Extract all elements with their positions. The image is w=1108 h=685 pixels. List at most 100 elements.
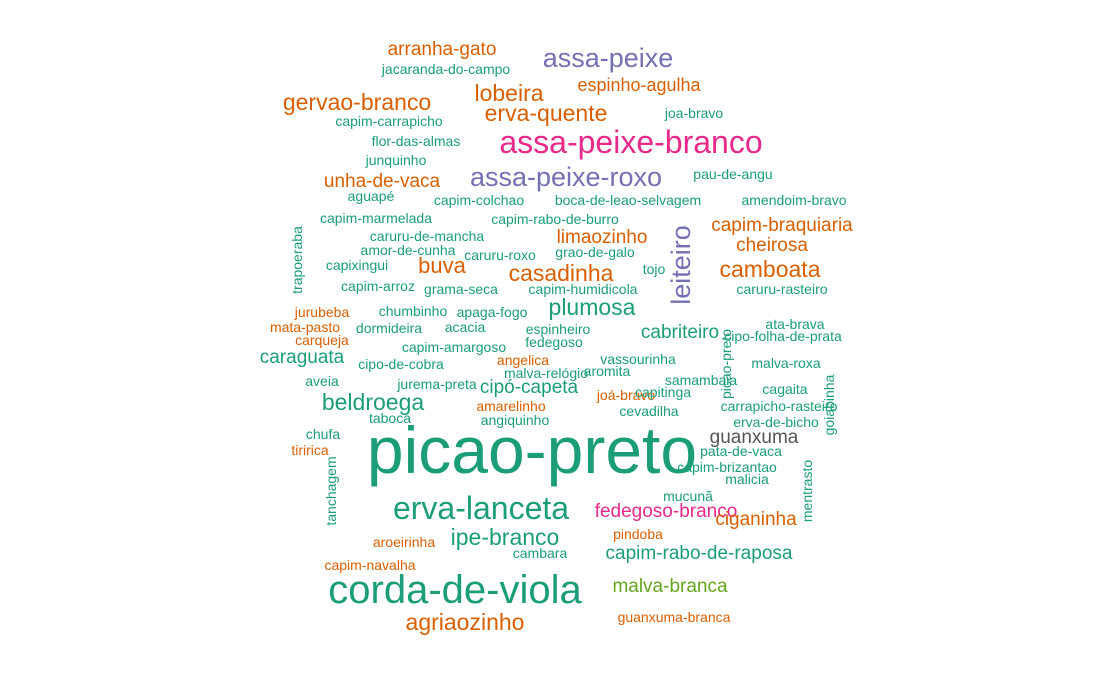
word-70: cevadilha [619,403,678,419]
word-41: apaga-fogo [457,304,528,320]
word-61: samambaia [665,372,738,388]
word-57: malva-roxa [751,355,820,371]
word-85: mucunã [663,488,713,504]
word-73: taboca [369,410,411,426]
word-19: capim-marmelada [320,210,432,226]
word-4: gervao-branco [283,89,431,115]
word-9: assa-peixe-branco [499,124,762,160]
word-91: aroeirinha [373,534,435,550]
word-44: dormideira [356,320,422,336]
word-20: capim-rabo-de-burro [491,211,619,227]
word-48: cabriteiro [641,322,719,343]
word-10: flor-das-almas [372,133,461,149]
word-5: lobeira [474,80,543,106]
word-49: carqueja [295,332,349,348]
word-63: jurema-preta [396,376,477,392]
word-22: trapoeraba [289,226,305,294]
word-8: capim-carrapicho [335,113,443,129]
word-94: capim-navalha [324,557,415,573]
word-38: caruru-rasteiro [736,281,827,297]
word-96: malva-branca [612,576,728,597]
word-86: erva-lanceta [393,490,569,526]
word-68: beldroega [322,389,425,415]
word-12: unha-de-vaca [324,171,441,192]
word-77: picao-preto [367,413,697,487]
word-30: capixingui [326,257,388,273]
word-40: chumbinho [379,303,448,319]
word-36: grama-seca [424,281,498,297]
word-32: casadinha [509,260,614,286]
word-88: ciganinha [715,509,797,530]
word-15: aguapé [348,188,395,204]
word-90: ipe-branco [451,524,560,550]
word-84: tanchagem [323,456,339,525]
word-89: pindoba [613,526,663,542]
word-33: tojo [643,261,666,277]
word-80: pata-de-vaca [700,443,782,459]
word-17: boca-de-leao-selvagem [555,192,701,208]
word-11: junquinho [365,152,427,168]
word-45: acacia [445,319,486,335]
word-2: assa-peixe [543,43,674,73]
word-55: angelica [497,352,549,368]
word-18: amendoim-bravo [741,192,846,208]
word-31: buva [418,253,466,278]
word-25: leiteiro [666,225,696,305]
word-14: pau-de-angu [693,166,772,182]
word-50: capim-amargoso [402,339,506,355]
word-51: fedegoso [525,334,583,350]
word-27: amor-de-cunha [361,242,456,258]
word-82: capim-brizantao [677,459,777,475]
word-93: capim-rabo-de-raposa [606,543,793,564]
word-76: chufa [306,426,340,442]
word-47: ata-brava [765,316,824,332]
word-56: vassourinha [600,351,676,367]
word-62: aveia [305,373,339,389]
word-60: aromita [584,363,631,379]
word-53: picao-preto [718,329,734,399]
word-95: corda-de-viola [328,568,582,612]
word-66: capitinga [635,384,691,400]
word-74: angiquinho [481,412,550,428]
word-75: erva-de-bicho [733,414,819,430]
word-79: tiririca [291,442,329,458]
word-13: assa-peixe-roxo [470,162,662,192]
word-69: amarelinho [476,398,545,414]
word-71: carrapicho-rasteiro [721,398,838,414]
word-43: mata-pasto [270,319,340,335]
word-0: arranha-gato [388,39,497,60]
word-87: fedegoso-branco [595,501,738,522]
word-16: capim-colchao [434,192,524,208]
word-23: caruru-de-mancha [370,228,485,244]
word-26: cheirosa [736,235,808,256]
word-1: jacaranda-do-campo [381,61,511,77]
word-7: joa-bravo [664,105,724,121]
word-98: guanxuma-branca [618,609,731,625]
word-67: cagaita [762,381,807,397]
word-81: mentrasto [799,460,815,522]
word-97: agriaozinho [406,609,525,635]
word-29: grao-de-galo [555,244,635,260]
word-6: erva-quente [485,100,608,126]
word-65: joá-bravo [596,387,656,403]
word-35: capim-arroz [341,278,415,294]
word-42: plumosa [549,294,636,320]
word-52: cipo-folha-de-prata [724,328,842,344]
word-39: jurubeba [294,304,350,320]
word-54: caraguata [260,347,345,368]
word-37: capim-humidicola [529,281,638,297]
word-64: cipó-capeta [480,377,579,398]
word-24: limaozinho [557,227,648,248]
word-83: malicia [725,471,769,487]
word-3: espinho-agulha [577,75,701,95]
word-46: espinheiro [526,321,591,337]
word-34: camboata [719,256,820,282]
word-92: cambara [513,545,568,561]
word-58: cipo-de-cobra [358,356,444,372]
word-72: goiabinha [821,374,837,435]
word-59: malva-relógio [504,365,588,381]
word-78: guanxuma [710,427,799,448]
word-28: caruru-roxo [464,247,536,263]
word-21: capim-braquiaria [711,215,853,236]
